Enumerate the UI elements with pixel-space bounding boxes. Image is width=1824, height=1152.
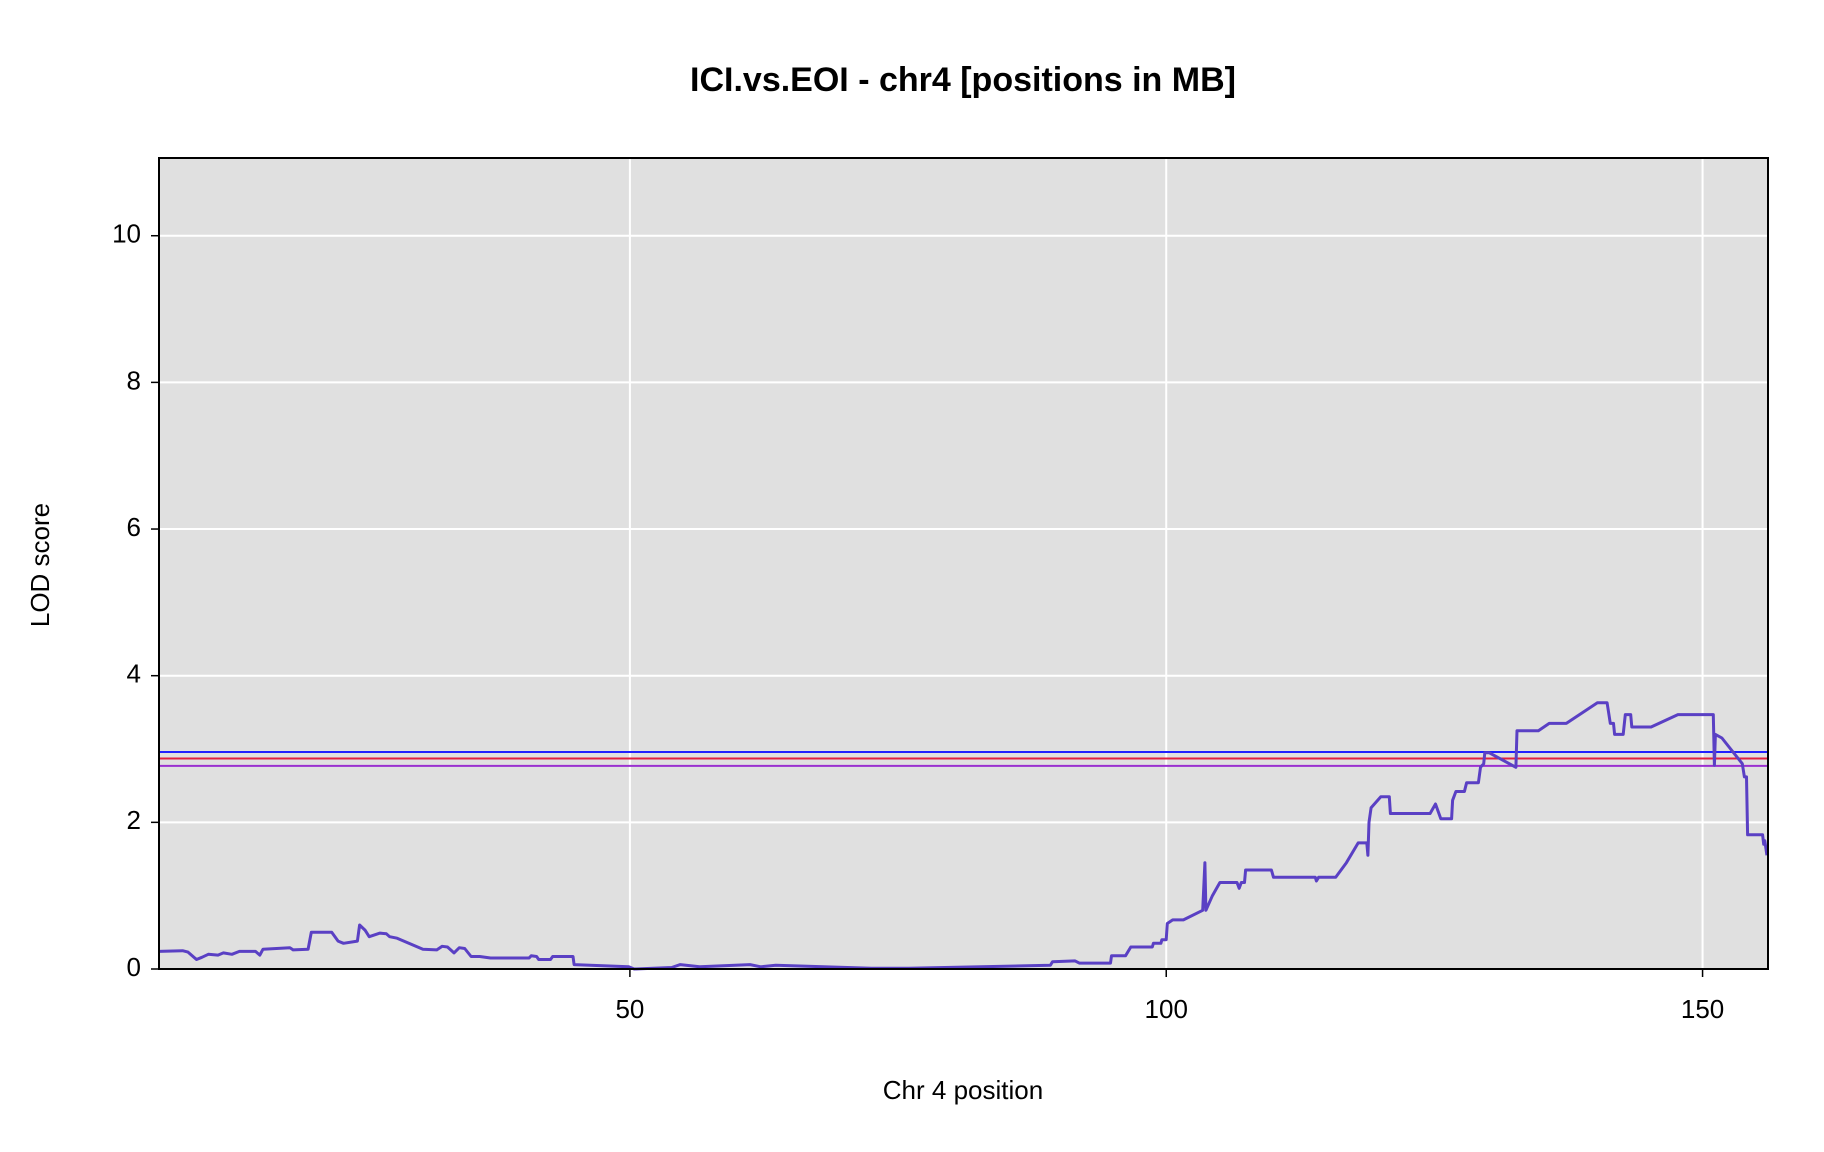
y-axis-label: LOD score <box>25 503 55 627</box>
x-tick-label: 150 <box>1681 994 1724 1024</box>
lod-line <box>158 701 1769 971</box>
y-tick-label: 0 <box>127 952 141 982</box>
y-tick-label: 4 <box>127 659 141 689</box>
y-tick-label: 10 <box>112 219 141 249</box>
y-tick-label: 6 <box>127 512 141 542</box>
x-tick-label: 50 <box>615 994 644 1024</box>
y-tick-label: 8 <box>127 365 141 395</box>
y-tick-label: 2 <box>127 805 141 835</box>
x-tick-label: 100 <box>1145 994 1188 1024</box>
plot-frame <box>158 157 1769 970</box>
plot-background <box>159 158 1768 969</box>
chart-title: ICI.vs.EOI - chr4 [positions in MB] <box>690 61 1236 99</box>
x-axis-label: Chr 4 position <box>883 1075 1043 1105</box>
